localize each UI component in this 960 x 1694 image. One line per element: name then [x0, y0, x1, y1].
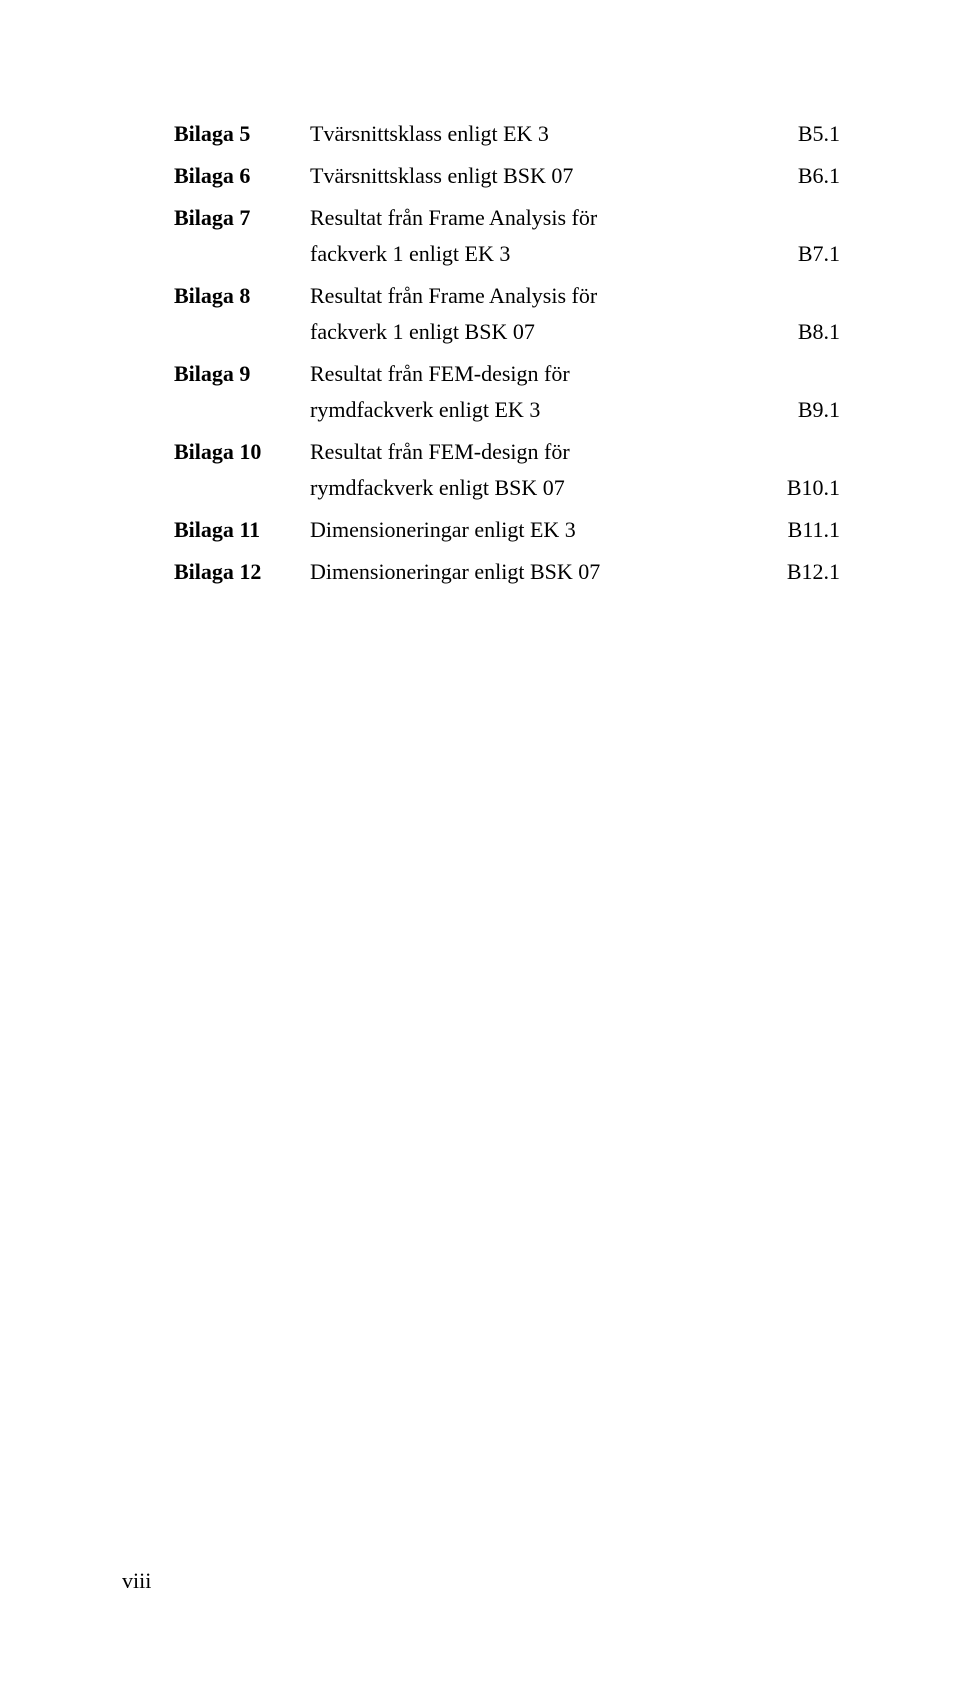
toc-entry: Bilaga 7Resultat från Frame Analysis för… — [174, 200, 840, 272]
entry-line: Dimensioneringar enligt EK 3B11.1 — [310, 512, 840, 548]
entry-text: Resultat från FEM-design för — [310, 434, 828, 470]
entry-body: Resultat från Frame Analysis förfackverk… — [310, 200, 840, 272]
entry-body: Dimensioneringar enligt BSK 07B12.1 — [310, 554, 840, 590]
entry-line: Resultat från FEM-design för — [310, 434, 840, 470]
entry-label: Bilaga 11 — [174, 512, 310, 548]
entry-line: fackverk 1 enligt BSK 07B8.1 — [310, 314, 840, 350]
toc-entry: Bilaga 12Dimensioneringar enligt BSK 07B… — [174, 554, 840, 590]
entry-label: Bilaga 9 — [174, 356, 310, 392]
entry-line: rymdfackverk enligt BSK 07B10.1 — [310, 470, 840, 506]
entry-code: B10.1 — [775, 470, 840, 506]
entry-body: Resultat från FEM-design förrymdfackverk… — [310, 356, 840, 428]
entry-line: Resultat från Frame Analysis för — [310, 200, 840, 236]
entry-text: Resultat från Frame Analysis för — [310, 278, 828, 314]
entry-code: B8.1 — [786, 314, 840, 350]
entry-text: Dimensioneringar enligt EK 3 — [310, 512, 776, 548]
entry-text: rymdfackverk enligt EK 3 — [310, 392, 786, 428]
entry-code: B7.1 — [786, 236, 840, 272]
toc-entry: Bilaga 5Tvärsnittsklass enligt EK 3B5.1 — [174, 116, 840, 152]
entry-text: Resultat från FEM-design för — [310, 356, 828, 392]
entry-body: Resultat från Frame Analysis förfackverk… — [310, 278, 840, 350]
page-number: viii — [122, 1568, 151, 1594]
entry-line: Tvärsnittsklass enligt BSK 07B6.1 — [310, 158, 840, 194]
toc-entry: Bilaga 9Resultat från FEM-design förrymd… — [174, 356, 840, 428]
entry-body: Dimensioneringar enligt EK 3B11.1 — [310, 512, 840, 548]
entry-text: Resultat från Frame Analysis för — [310, 200, 828, 236]
entry-label: Bilaga 6 — [174, 158, 310, 194]
entry-code: B11.1 — [776, 512, 840, 548]
entry-line: Tvärsnittsklass enligt EK 3B5.1 — [310, 116, 840, 152]
entry-label: Bilaga 7 — [174, 200, 310, 236]
entry-body: Tvärsnittsklass enligt EK 3B5.1 — [310, 116, 840, 152]
entry-line: Dimensioneringar enligt BSK 07B12.1 — [310, 554, 840, 590]
entry-line: fackverk 1 enligt EK 3B7.1 — [310, 236, 840, 272]
toc-entry: Bilaga 6Tvärsnittsklass enligt BSK 07B6.… — [174, 158, 840, 194]
toc-entry: Bilaga 11Dimensioneringar enligt EK 3B11… — [174, 512, 840, 548]
entry-code: B6.1 — [786, 158, 840, 194]
entry-label: Bilaga 5 — [174, 116, 310, 152]
entry-text: fackverk 1 enligt EK 3 — [310, 236, 786, 272]
entry-label: Bilaga 12 — [174, 554, 310, 590]
entry-body: Resultat från FEM-design förrymdfackverk… — [310, 434, 840, 506]
entry-line: rymdfackverk enligt EK 3B9.1 — [310, 392, 840, 428]
entry-line: Resultat från FEM-design för — [310, 356, 840, 392]
toc-entry: Bilaga 10Resultat från FEM-design förrym… — [174, 434, 840, 506]
entry-label: Bilaga 10 — [174, 434, 310, 470]
page: Bilaga 5Tvärsnittsklass enligt EK 3B5.1B… — [0, 0, 960, 1694]
entry-text: Dimensioneringar enligt BSK 07 — [310, 554, 775, 590]
entry-body: Tvärsnittsklass enligt BSK 07B6.1 — [310, 158, 840, 194]
entry-text: Tvärsnittsklass enligt EK 3 — [310, 116, 786, 152]
entry-text: Tvärsnittsklass enligt BSK 07 — [310, 158, 786, 194]
entry-text: fackverk 1 enligt BSK 07 — [310, 314, 786, 350]
entry-code: B9.1 — [786, 392, 840, 428]
entry-line: Resultat från Frame Analysis för — [310, 278, 840, 314]
entry-code: B12.1 — [775, 554, 840, 590]
toc-entry: Bilaga 8Resultat från Frame Analysis för… — [174, 278, 840, 350]
entry-label: Bilaga 8 — [174, 278, 310, 314]
toc-list: Bilaga 5Tvärsnittsklass enligt EK 3B5.1B… — [174, 116, 840, 590]
entry-text: rymdfackverk enligt BSK 07 — [310, 470, 775, 506]
entry-code: B5.1 — [786, 116, 840, 152]
